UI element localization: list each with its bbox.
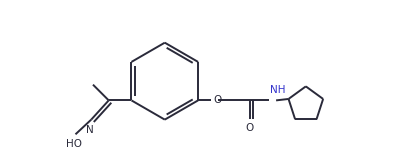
Text: NH: NH <box>270 85 286 95</box>
Text: N: N <box>86 124 94 135</box>
Text: HO: HO <box>66 138 82 149</box>
Text: O: O <box>213 95 221 105</box>
Text: O: O <box>246 123 254 133</box>
